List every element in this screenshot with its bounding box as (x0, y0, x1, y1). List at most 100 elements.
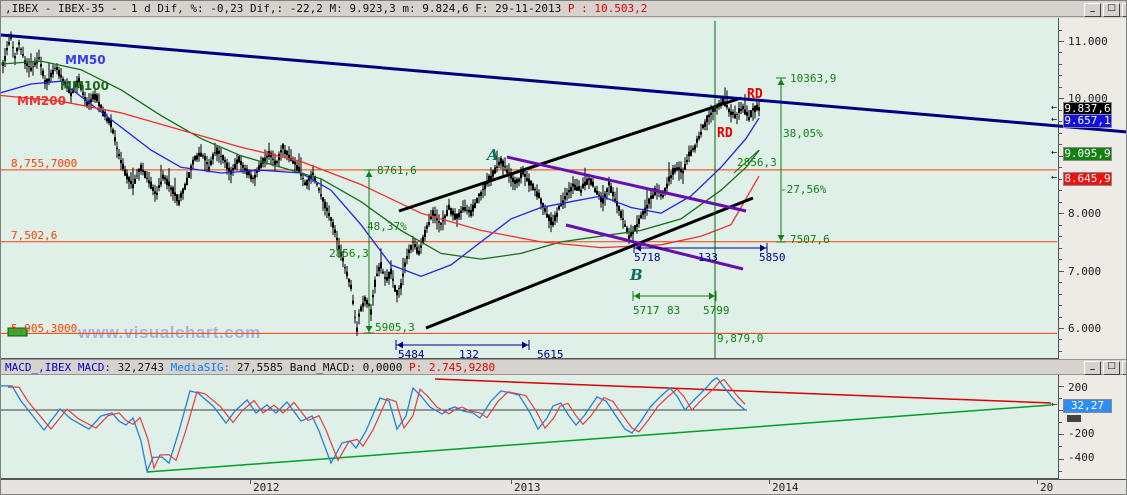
measure-value-label: -27,56% (780, 183, 827, 196)
price-level-label: 5,905,3000 (11, 322, 77, 335)
price-axis-label: 8.000 (1068, 207, 1102, 220)
measure-value-label: 7507,6 (790, 233, 830, 246)
price-badge: 9.837,6 (1063, 102, 1112, 116)
badge-arrow-icon: ← (1051, 114, 1058, 125)
price-badge: 8.645,9 (1063, 172, 1112, 186)
price-tick (1058, 339, 1062, 340)
main-window-buttons: _ □ × (1084, 3, 1126, 17)
arrowhead-icon (777, 79, 785, 85)
price-tick (1058, 236, 1062, 237)
year-label: 20 (1040, 481, 1054, 494)
time-axis[interactable] (1, 479, 1126, 494)
price-tick (1058, 282, 1062, 283)
price-axis-label: 10.000 (1068, 92, 1108, 105)
ma-name-label: MM100 (60, 79, 109, 93)
macd-badge: 32,27 (1063, 399, 1112, 413)
measure-value-label: 5799 (703, 304, 730, 317)
price-tick (1058, 328, 1064, 329)
macd-title-part: 27,5585 (236, 361, 290, 374)
price-tick (1058, 271, 1064, 272)
measure-value-label: 2856,3 (329, 247, 369, 260)
price-tick (1058, 133, 1062, 134)
price-axis-label: 11.000 (1068, 35, 1108, 48)
bar-count-label: 5718 (634, 251, 661, 264)
macd-axis[interactable] (1058, 375, 1126, 479)
annotation-line (506, 155, 747, 213)
badge-arrow-icon: ← (1051, 147, 1058, 158)
macd-maximize-button[interactable]: □ (1103, 361, 1120, 375)
macd-window-buttons: _ □ × (1084, 361, 1126, 375)
chart-title-text: ,IBEX - IBEX-35 - 1 d Dif, %: -0,23 Dif,… (5, 2, 568, 15)
maximize-button[interactable]: □ (1103, 3, 1120, 17)
arrowhead-icon (777, 235, 785, 241)
price-tick (1058, 317, 1062, 318)
price-tick (1058, 87, 1062, 88)
macd-close-button[interactable]: × (1122, 361, 1126, 375)
price-level-label: 8,755,7000 (11, 157, 77, 170)
macd-axis-label: -400 (1068, 451, 1095, 464)
measure-value-label: 2856,3 (737, 156, 777, 169)
macd-tick (1058, 459, 1064, 460)
annotation-line (565, 223, 744, 271)
minimize-button[interactable]: _ (1084, 3, 1101, 17)
arrowhead-icon (709, 292, 715, 300)
wave-letter-label: B (629, 266, 643, 284)
price-tick (1058, 248, 1062, 249)
measure-value-label: 83 (667, 304, 680, 317)
price-tick (1058, 75, 1062, 76)
arrowhead-icon (397, 341, 403, 349)
arrowhead-icon (365, 171, 373, 177)
candlesticks (2, 31, 760, 336)
price-axis-label: 7.000 (1068, 265, 1102, 278)
macd-title-part: MACD_,IBEX MACD: (5, 361, 118, 374)
macd-tick (1058, 410, 1064, 411)
macd-title-part: MediaSIG: (170, 361, 237, 374)
price-tick (1058, 202, 1062, 203)
price-tick (1058, 98, 1064, 99)
macd-zero-marker (1067, 415, 1081, 422)
arrowhead-icon (760, 244, 766, 252)
macd-tick (1058, 434, 1064, 435)
price-tick (1058, 179, 1062, 180)
arrowhead-icon (634, 292, 640, 300)
bar-count-label: 133 (698, 251, 718, 264)
annotation-line (733, 149, 760, 174)
trendline-group (1, 33, 1126, 134)
price-tick (1058, 52, 1062, 53)
arrowhead-icon (635, 244, 641, 252)
macd-tick (1058, 422, 1062, 423)
macd-signal-line (8, 378, 746, 471)
macd-title-part: Band_MACD: (289, 361, 363, 374)
measure-value-label: 8761,6 (377, 164, 417, 177)
price-tick (1058, 190, 1062, 191)
badge-arrow-icon: ← (1051, 399, 1058, 410)
price-tick (1058, 30, 1062, 31)
measure-value-label: 10363,9 (790, 72, 836, 85)
wave-letter-label: A (485, 146, 499, 164)
price-tick (1058, 156, 1064, 157)
close-button[interactable]: × (1122, 3, 1126, 17)
year-tick (1037, 479, 1038, 484)
year-label: 2012 (253, 481, 280, 494)
price-badge: 9.657,1 (1063, 114, 1112, 128)
macd-minimize-button[interactable]: _ (1084, 361, 1101, 375)
year-tick (250, 479, 251, 484)
price-plot-group: 8,755,7000 7,502,6 5,905,3000 8761,6 48,37% 2… (1, 21, 1057, 359)
arrowhead-icon (365, 326, 373, 332)
measure-value-label: 5905,3 (375, 321, 415, 334)
price-axis[interactable] (1058, 18, 1126, 359)
mm200-line (1, 94, 760, 249)
price-tick (1058, 41, 1064, 42)
price-tick (1058, 64, 1062, 65)
watermark: www.visualchart.com (78, 323, 261, 342)
macd-axis-label: -200 (1068, 427, 1095, 440)
macd-title-bar: MACD_,IBEX MACD: 32,2743 MediaSIG: 27,55… (1, 359, 1126, 375)
macd-chart-area[interactable] (1, 375, 1058, 479)
price-badge: 9.095,9 (1063, 147, 1112, 161)
price-tick (1058, 259, 1062, 260)
annotation-line (425, 196, 754, 330)
measure-value-label: 5717 (633, 304, 660, 317)
macd-axis-label: 200 (1068, 381, 1088, 394)
macd-title-text: MACD_,IBEX MACD: 32,2743 MediaSIG: 27,55… (5, 361, 495, 374)
